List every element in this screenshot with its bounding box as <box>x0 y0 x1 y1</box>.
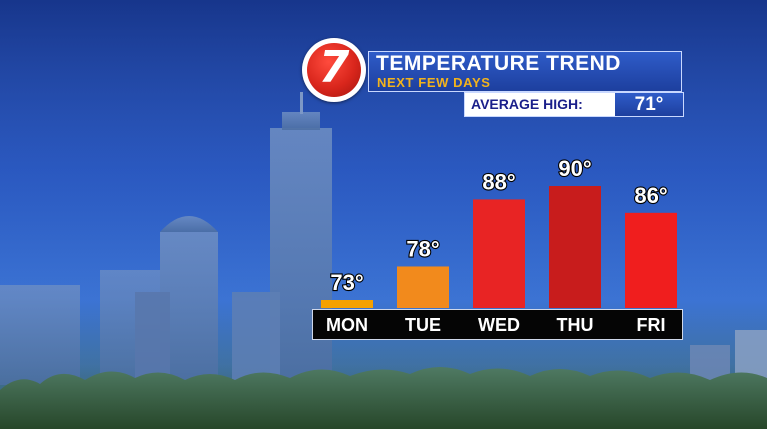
bar-value-label-tue: 78° <box>406 236 439 261</box>
bar-value-label-wed: 88° <box>482 169 515 194</box>
channel-7-logo: 7 <box>302 38 366 102</box>
bar-tue <box>397 266 449 308</box>
average-high-panel: AVERAGE HIGH: 71° <box>464 92 684 117</box>
bar-value-label-thu: 90° <box>558 156 591 181</box>
day-label-mon: MON <box>326 315 368 335</box>
chart-subtitle: NEXT FEW DAYS <box>377 75 491 90</box>
average-high-label: AVERAGE HIGH: <box>465 93 615 116</box>
average-high-value: 71° <box>615 93 683 116</box>
day-label-strip <box>312 309 683 340</box>
bar-wed <box>473 199 525 308</box>
bar-fri <box>625 212 677 308</box>
bar-mon <box>321 300 373 308</box>
bar-value-label-mon: 73° <box>330 270 363 295</box>
chart-title: TEMPERATURE TREND <box>376 52 621 75</box>
day-label-fri: FRI <box>637 315 666 335</box>
day-label-thu: THU <box>557 315 594 335</box>
day-label-wed: WED <box>478 315 520 335</box>
bar-thu <box>549 186 601 308</box>
bar-value-label-fri: 86° <box>634 183 667 208</box>
day-label-tue: TUE <box>405 315 441 335</box>
title-panel <box>368 51 682 92</box>
logo-number: 7 <box>318 42 350 93</box>
